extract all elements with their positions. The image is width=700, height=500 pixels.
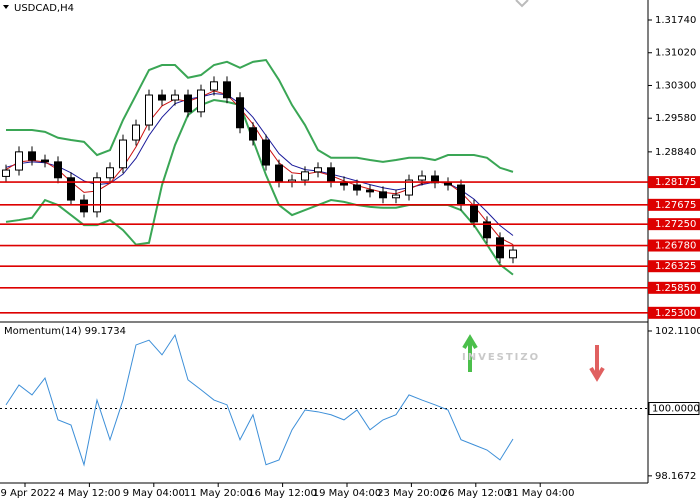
x-tick-label: 26 May 12:00: [442, 488, 511, 499]
x-tick-label: 29 Apr 2022: [0, 488, 56, 499]
scroll-marker: [515, 0, 529, 8]
level-label-box: [648, 239, 700, 252]
candle-body: [262, 139, 270, 166]
reference-label-box: [648, 402, 700, 416]
chart-title: USDCAD,H4: [14, 3, 74, 14]
watermark: INVESTIZO: [462, 352, 540, 363]
level-label-box: [648, 306, 700, 319]
y-tick-label: 102.1100: [655, 326, 700, 337]
candle-body: [119, 139, 127, 169]
candle-body: [275, 164, 283, 183]
level-label-box: [648, 281, 700, 294]
indicator-line: [6, 58, 514, 173]
candle-body: [457, 184, 465, 206]
x-tick-label: 16 May 12:00: [248, 488, 317, 499]
y-tick-label: 1.31020: [655, 48, 696, 59]
candle-body: [41, 159, 49, 163]
indicator-title: Momentum(14) 99.1734: [4, 326, 126, 337]
candle-body: [197, 89, 205, 113]
candle-body: [314, 167, 322, 173]
candle-body: [145, 94, 153, 126]
candle-body: [236, 97, 244, 129]
title-arrow: [3, 5, 9, 9]
candle-body: [405, 179, 413, 196]
candle-body: [223, 81, 231, 99]
y-tick-label: 1.28840: [655, 147, 696, 158]
level-label-box: [648, 176, 700, 189]
candle-body: [210, 81, 218, 91]
reference-label: 100.0000: [652, 404, 700, 415]
level-label-box: [648, 260, 700, 273]
candle-body: [184, 94, 192, 113]
candle-body: [67, 177, 75, 201]
x-tick-label: 4 May 12:00: [58, 488, 120, 499]
indicator-line: [5, 93, 514, 236]
level-label: 1.26780: [655, 241, 696, 252]
x-tick-label: 9 May 04:00: [123, 488, 185, 499]
y-tick-label: 1.29580: [655, 113, 696, 124]
candle-body: [496, 237, 504, 259]
candle-body: [444, 182, 452, 186]
logo-down-arrow: [589, 345, 605, 382]
level-label: 1.26325: [655, 261, 696, 272]
candle-body: [483, 221, 491, 239]
candle-body: [93, 177, 101, 213]
candle-body: [353, 184, 361, 191]
candle-body: [301, 171, 309, 181]
level-label: 1.25300: [655, 308, 696, 319]
candle-body: [54, 161, 62, 179]
level-label-box: [648, 218, 700, 231]
candle-body: [80, 199, 88, 213]
candle-body: [509, 249, 517, 259]
x-tick-label: 23 May 20:00: [377, 488, 446, 499]
level-label: 1.28175: [655, 177, 696, 188]
y-tick-label: 1.30300: [655, 80, 696, 91]
candle-body: [106, 167, 114, 179]
candle-body: [470, 204, 478, 223]
level-label: 1.27675: [655, 200, 696, 211]
level-label-box: [648, 198, 700, 211]
y-tick-label: 98.1672: [655, 471, 696, 482]
momentum-line: [5, 333, 514, 467]
x-tick-label: 11 May 20:00: [184, 488, 253, 499]
x-tick-label: 31 May 04:00: [506, 488, 575, 499]
candle-body: [171, 94, 179, 101]
candle-body: [28, 151, 36, 161]
candle-body: [327, 167, 335, 183]
logo-up-arrow: [462, 334, 478, 372]
y-tick-label: 1.31740: [655, 15, 696, 26]
level-label: 1.27250: [655, 219, 696, 230]
candle-body: [132, 124, 140, 141]
candle-body: [158, 94, 166, 101]
candle-body: [418, 175, 426, 181]
candle-body: [2, 169, 10, 177]
candle-body: [15, 151, 23, 171]
indicator-line: [5, 90, 514, 246]
candle-body: [392, 194, 400, 199]
candle-body: [366, 189, 374, 193]
candle-body: [249, 127, 257, 141]
level-label: 1.25850: [655, 283, 696, 294]
x-tick-label: 19 May 04:00: [313, 488, 382, 499]
candle-body: [379, 191, 387, 199]
